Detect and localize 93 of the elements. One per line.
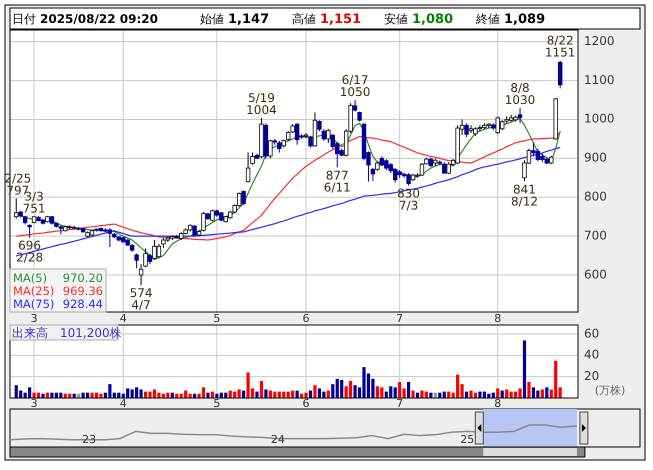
- x-tick-label: 5: [213, 312, 220, 325]
- candlestick: [277, 140, 282, 154]
- candlestick: [241, 190, 246, 206]
- candlestick: [420, 162, 424, 176]
- bar: [527, 382, 531, 398]
- bar: [166, 392, 170, 398]
- bar: [540, 389, 544, 398]
- y-tick-label: 40: [584, 348, 600, 362]
- bar: [260, 380, 264, 398]
- candlestick: [428, 157, 434, 168]
- bar: [326, 390, 330, 398]
- bar: [313, 385, 317, 398]
- candlestick: [250, 152, 255, 166]
- text: 終値 1,089: [475, 12, 546, 27]
- x-tick-label: 5: [213, 397, 220, 410]
- y-tick-label: 60: [584, 326, 600, 340]
- candlestick: [531, 142, 536, 157]
- candlestick: [375, 160, 380, 172]
- y-tick-label: 1000: [584, 112, 615, 126]
- candlestick: [134, 253, 139, 269]
- text: 安値 1,080: [384, 12, 454, 27]
- candlestick: [27, 224, 32, 238]
- bar: [522, 340, 526, 398]
- candlestick: [201, 212, 206, 232]
- candlestick: [143, 248, 148, 268]
- bar: [353, 385, 357, 398]
- annotation: 8/22 1151: [544, 34, 576, 60]
- text: MA(5) 970.20: [13, 271, 103, 285]
- candlestick: [380, 156, 384, 167]
- candlestick: [156, 243, 162, 259]
- bar: [170, 392, 174, 398]
- y-tick-label: 700: [584, 228, 607, 242]
- bar: [500, 390, 504, 398]
- x-tick-label: 6: [302, 397, 310, 410]
- bar: [380, 387, 384, 398]
- candlestick: [246, 152, 250, 183]
- bar: [77, 394, 80, 398]
- x-tick-label: 24: [270, 433, 285, 446]
- annotation: 6/17 1050: [340, 73, 370, 100]
- candlestick: [268, 139, 273, 159]
- candlestick: [148, 253, 152, 265]
- y-tick-label: 600: [584, 267, 607, 282]
- bar: [505, 389, 508, 398]
- text: 高値 1,151: [292, 12, 362, 27]
- x-tick-label: 8: [494, 397, 502, 410]
- x-tick-label: 6: [302, 312, 310, 325]
- annotation: 5/19 1004: [246, 90, 277, 117]
- y-axis-title: (万株): [594, 384, 626, 397]
- bar: [72, 394, 76, 398]
- x-tick-label: 8: [494, 312, 502, 325]
- annotation: 877 6/11: [324, 168, 351, 194]
- candlestick: [138, 264, 144, 286]
- text: 始値 1,147: [200, 12, 270, 27]
- annotation: 574 4/7: [130, 286, 153, 312]
- annotation: 8/8 1030: [504, 80, 536, 107]
- chart-title: 出来高 101,200株: [12, 326, 122, 340]
- y-tick-label: 1200: [584, 34, 615, 48]
- bar: [434, 392, 437, 398]
- candlestick: [308, 135, 313, 148]
- text: MA(75) 928.44: [13, 297, 103, 311]
- x-tick-label: 23: [82, 433, 96, 446]
- candlestick: [352, 100, 358, 112]
- chart-title: 日付 2025/08/22 09:20: [12, 12, 158, 26]
- y-tick-label: 800: [584, 190, 607, 204]
- x-tick-label: 7: [396, 397, 404, 410]
- x-tick-label: 4: [120, 312, 127, 325]
- bar: [59, 392, 62, 398]
- x-tick-label: 3: [30, 312, 38, 325]
- annotation: 841 8/12: [511, 182, 538, 208]
- y-tick-label: 20: [584, 368, 600, 383]
- bar: [362, 367, 366, 398]
- candlestick: [326, 128, 331, 144]
- candlestick: [406, 172, 411, 186]
- text: MA(25) 969.36: [13, 284, 103, 298]
- x-tick-label: 7: [396, 312, 404, 325]
- bar: [406, 382, 410, 398]
- candlestick: [210, 209, 215, 222]
- candlestick: [14, 198, 18, 220]
- candlestick: [357, 111, 362, 122]
- bar: [545, 387, 548, 398]
- bar: [246, 372, 250, 398]
- annotation: 696 2/28: [16, 238, 44, 265]
- annotation: 830 7/3: [397, 186, 420, 213]
- x-tick-label: 3: [30, 397, 38, 410]
- candlestick: [558, 60, 562, 89]
- candlestick: [464, 122, 469, 138]
- candlestick: [518, 107, 522, 124]
- x-tick-label: 4: [120, 397, 127, 410]
- y-tick-label: 900: [584, 150, 607, 165]
- bar: [496, 388, 500, 398]
- y-tick-label: 1100: [584, 72, 615, 87]
- bar: [398, 382, 402, 398]
- x-tick-label: 25: [460, 433, 474, 446]
